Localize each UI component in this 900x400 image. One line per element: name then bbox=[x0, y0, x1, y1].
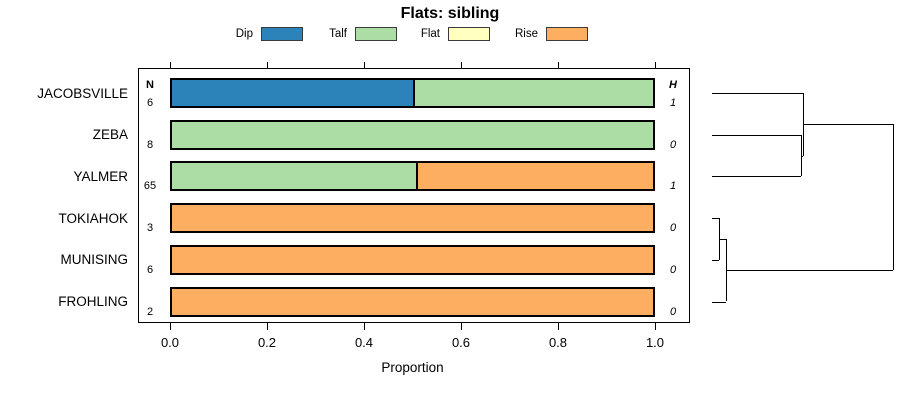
bottom-tick bbox=[461, 323, 462, 330]
dendrogram-segment bbox=[712, 93, 804, 94]
n-column-header: N bbox=[146, 79, 154, 91]
legend-label: Talf bbox=[329, 28, 347, 40]
n-value: 8 bbox=[146, 138, 154, 151]
stacked-bar bbox=[170, 286, 655, 317]
bottom-tick bbox=[655, 323, 656, 330]
chart-title: Flats: sibling bbox=[400, 5, 500, 22]
h-value: 0 bbox=[669, 222, 677, 235]
dendrogram-segment bbox=[712, 301, 726, 303]
dendrogram-segment bbox=[801, 155, 804, 157]
bottom-tick bbox=[267, 323, 268, 330]
legend-item-flat: Flat bbox=[421, 27, 490, 41]
n-value: 3 bbox=[146, 222, 154, 235]
h-column-header: H bbox=[669, 79, 677, 91]
bottom-tick bbox=[170, 323, 171, 330]
top-tick bbox=[655, 62, 656, 69]
row-label-zeba: ZEBA bbox=[92, 127, 128, 143]
top-tick bbox=[364, 62, 365, 69]
n-value: 2 bbox=[146, 305, 154, 318]
x-axis-title: Proportion bbox=[381, 360, 444, 375]
bar-segment-dip bbox=[172, 80, 413, 106]
n-value: 6 bbox=[146, 97, 154, 109]
legend-label: Rise bbox=[514, 28, 538, 40]
stacked-bar bbox=[170, 161, 655, 192]
dendrogram-segment bbox=[712, 259, 720, 261]
bar-segment-talf bbox=[172, 121, 653, 148]
top-tick bbox=[267, 62, 268, 69]
x-tick-label: 0.6 bbox=[451, 335, 471, 350]
dendrogram-segment bbox=[893, 124, 894, 271]
legend-swatch-icon bbox=[261, 27, 303, 41]
dendrogram-segment bbox=[712, 134, 802, 136]
legend-label: Dip bbox=[235, 28, 253, 40]
legend-item-dip: Dip bbox=[236, 27, 303, 41]
legend-item-rise: Rise bbox=[515, 27, 588, 41]
top-tick bbox=[170, 62, 171, 69]
bottom-tick bbox=[558, 323, 559, 330]
stacked-bar bbox=[170, 244, 655, 275]
n-value: 65 bbox=[143, 180, 157, 193]
row-label-tokiahok: TOKIAHOK bbox=[58, 210, 128, 226]
stacked-bar bbox=[170, 78, 655, 108]
bar-segment-rise bbox=[172, 288, 653, 315]
top-tick bbox=[461, 62, 462, 69]
bar-segment-talf bbox=[412, 80, 653, 106]
dendrogram-segment bbox=[719, 238, 726, 240]
bottom-tick bbox=[364, 323, 365, 330]
dendrogram-segment bbox=[725, 238, 727, 302]
top-tick bbox=[558, 62, 559, 69]
h-value: 1 bbox=[669, 180, 677, 193]
h-value: 0 bbox=[669, 138, 677, 151]
legend-swatch-icon bbox=[546, 27, 588, 41]
x-tick-label: 0.8 bbox=[548, 335, 568, 350]
bar-segment-rise bbox=[172, 246, 653, 273]
dendrogram-segment bbox=[801, 134, 803, 177]
row-label-jacobsville: JACOBSVILLE bbox=[37, 85, 128, 101]
x-tick-label: 0.4 bbox=[354, 335, 374, 350]
row-label-frohling: FROHLING bbox=[58, 294, 128, 309]
legend-label: Flat bbox=[420, 28, 440, 40]
bar-segment-rise bbox=[172, 205, 653, 232]
dendrogram-segment bbox=[712, 176, 802, 178]
n-value: 6 bbox=[146, 263, 154, 276]
legend-item-talf: Talf bbox=[329, 27, 397, 41]
x-tick-label: 0.0 bbox=[160, 335, 180, 350]
legend-swatch-icon bbox=[448, 27, 490, 41]
h-value: 1 bbox=[669, 97, 677, 109]
row-label-yalmer: YALMER bbox=[73, 168, 128, 184]
h-value: 0 bbox=[669, 305, 677, 318]
legend-swatch-icon bbox=[355, 27, 397, 41]
dendrogram-segment bbox=[725, 270, 893, 272]
plot-frame bbox=[138, 68, 690, 323]
stacked-bar bbox=[170, 203, 655, 234]
bar-segment-talf bbox=[172, 163, 417, 190]
x-tick-label: 1.0 bbox=[645, 335, 665, 350]
h-value: 0 bbox=[669, 263, 677, 276]
row-label-munising: MUNISING bbox=[60, 252, 129, 268]
dendrogram-segment bbox=[712, 218, 720, 220]
bar-segment-rise bbox=[416, 163, 653, 190]
dendrogram-segment bbox=[803, 124, 893, 126]
x-tick-label: 0.2 bbox=[257, 335, 277, 350]
stacked-bar bbox=[170, 119, 655, 150]
